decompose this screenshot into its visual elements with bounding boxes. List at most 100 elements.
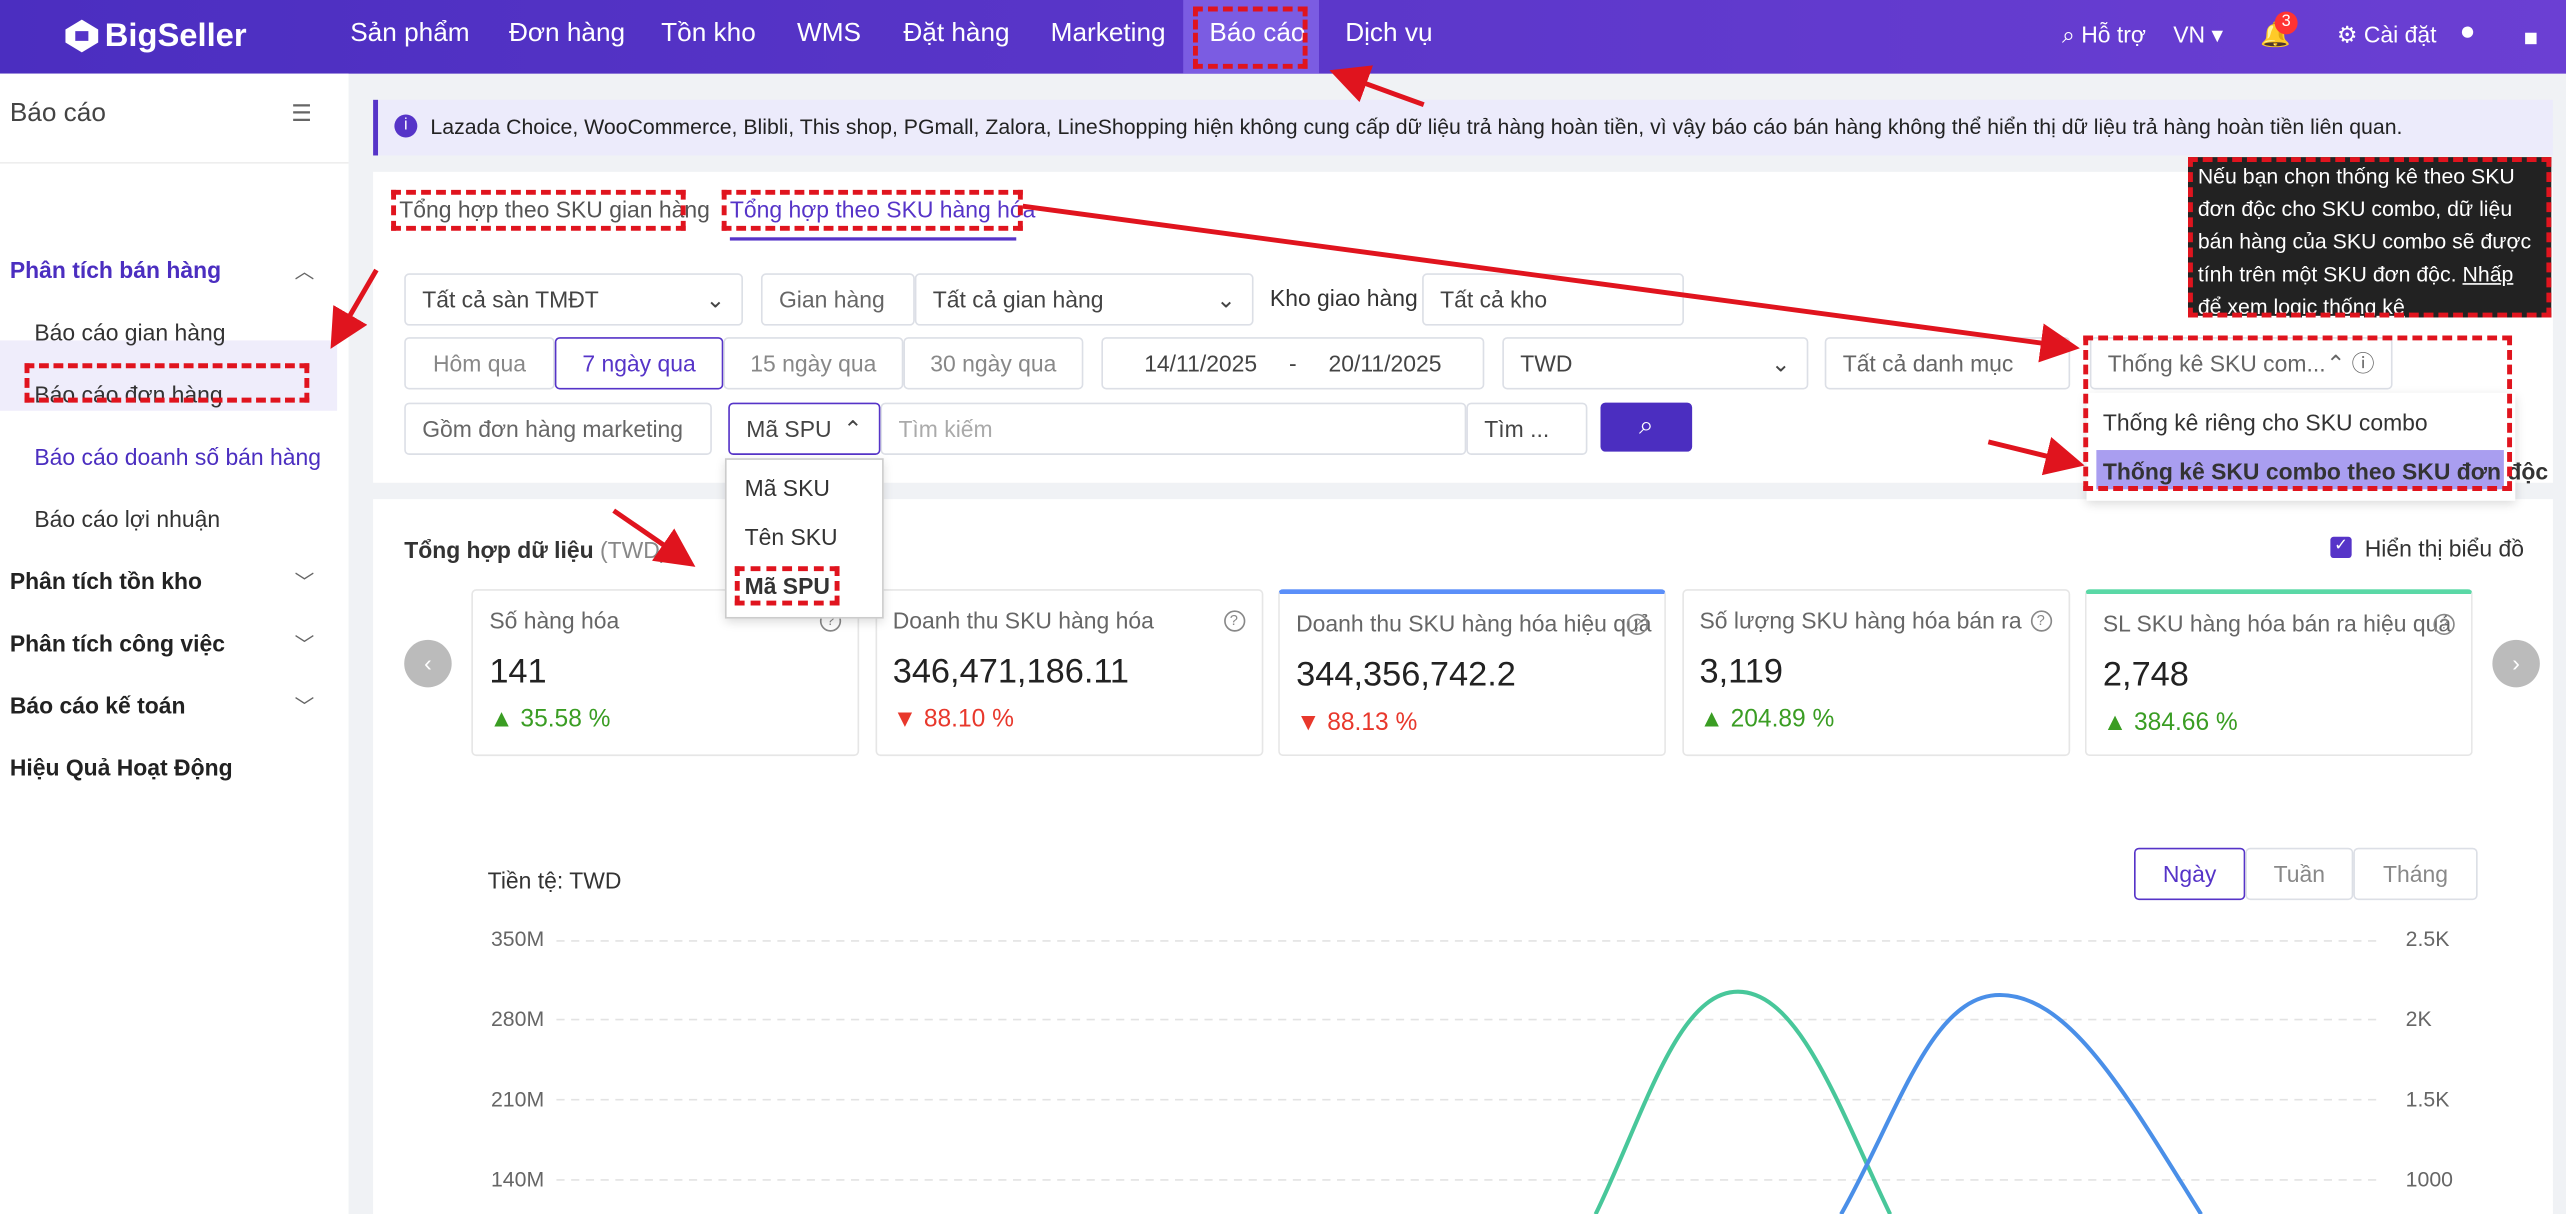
nav-item[interactable]: Báo cáo xyxy=(1209,19,1306,48)
category-select[interactable]: Tất cả danh mục xyxy=(1824,337,2071,390)
marketing-select[interactable]: Gồm đơn hàng marketing xyxy=(404,402,712,455)
nav-item[interactable]: Đặt hàng xyxy=(903,19,1010,48)
menu-icon xyxy=(2525,32,2537,45)
tab[interactable]: Tổng hợp theo SKU gian hàng xyxy=(399,196,710,223)
logo-icon xyxy=(65,19,99,53)
search-input[interactable]: Tìm kiếm xyxy=(880,402,1467,455)
code-option[interactable]: Mã SPU xyxy=(744,572,830,599)
card-value: 344,356,742.2 xyxy=(1296,656,1516,694)
sidebar-group[interactable]: Phân tích công việc xyxy=(9,630,225,657)
change-value: 384.66 % xyxy=(2134,708,2238,737)
support[interactable]: ⌕ Hỗ trợ xyxy=(2061,21,2146,48)
sidebar-group[interactable]: Phân tích bán hàng xyxy=(9,256,222,284)
nav-item[interactable]: Tồn kho xyxy=(661,19,756,48)
change-value: 35.58 % xyxy=(520,705,611,734)
date-range[interactable]: 14/11/2025 - 20/11/2025 xyxy=(1101,337,1485,390)
nav-item[interactable]: Marketing xyxy=(1050,19,1166,48)
nav-item[interactable]: Dịch vụ xyxy=(1345,19,1433,48)
notice-text: Lazada Choice, WooCommerce, Blibli, This… xyxy=(430,114,2403,140)
card-value: 346,471,186.11 xyxy=(892,652,1130,691)
card-value: 2,748 xyxy=(2102,656,2189,694)
next-button[interactable]: › xyxy=(2492,639,2540,688)
date-from: 14/11/2025 xyxy=(1144,350,1258,377)
sidebar-group[interactable]: Hiệu Quả Hoạt Động xyxy=(9,754,233,781)
y-right-tick: 1000 xyxy=(2405,1166,2453,1192)
code-option[interactable]: Mã SKU xyxy=(744,474,830,501)
card-change: ▼ 88.10 % xyxy=(892,705,1014,734)
sidebar-item[interactable]: Báo cáo doanh số bán hàng xyxy=(34,443,322,470)
collapse-icon[interactable]: ☰ xyxy=(291,99,312,127)
y-left-tick: 350M xyxy=(490,926,545,951)
prev-button[interactable]: ‹ xyxy=(404,639,452,688)
nav-item[interactable]: WMS xyxy=(796,19,861,48)
sidebar-item[interactable]: Báo cáo đơn hàng xyxy=(34,381,223,408)
period-button[interactable]: Hôm qua xyxy=(404,337,555,390)
period-button[interactable]: 7 ngày qua xyxy=(554,337,724,390)
help-icon: ? xyxy=(2030,610,2052,632)
lang-label: VN xyxy=(2173,21,2206,48)
card-change: ▲ 204.89 % xyxy=(1699,705,1835,734)
nav-item[interactable]: Sản phẩm xyxy=(350,19,470,48)
summary-card: SL SKU hàng hóa bán ra hiệu quả 2,748 ▲ 38… xyxy=(2084,589,2473,757)
period-button[interactable]: 15 ngày qua xyxy=(723,337,904,390)
help-icon: ? xyxy=(1223,610,1245,632)
card-change: ▲ 35.58 % xyxy=(489,705,611,734)
marketing-value: Gồm đơn hàng marketing xyxy=(422,415,684,442)
combo-option[interactable]: Thống kê riêng cho SKU combo xyxy=(2102,409,2428,436)
code-option[interactable]: Tên SKU xyxy=(744,523,838,550)
combo-option-selected[interactable]: Thống kê SKU combo theo SKU đơn độc xyxy=(2102,458,2549,485)
combo-value: Thống kê SKU com... xyxy=(2107,350,2326,377)
platform-select[interactable]: Tất cả sàn TMĐT ⌄ xyxy=(404,273,743,326)
period-tab[interactable]: Ngày xyxy=(2133,847,2246,901)
chart-currency: Tiền tệ: TWD xyxy=(488,867,622,893)
currency-select[interactable]: TWD ⌄ xyxy=(1502,337,1809,390)
user-icon[interactable]: ● xyxy=(2459,18,2476,46)
card-label: Số hàng hóa xyxy=(489,607,620,634)
notice-bar: i Lazada Choice, WooCommerce, Blibli, Th… xyxy=(373,99,2553,156)
sidebar-group[interactable]: Phân tích tồn kho xyxy=(9,567,203,595)
chevron: ﹀ xyxy=(294,633,315,657)
badge: 3 xyxy=(2274,11,2298,35)
show-chart-label: Hiển thị biểu đồ xyxy=(2364,535,2524,562)
warehouse-label: Kho giao hàng xyxy=(1269,284,1418,311)
tab-underline xyxy=(729,237,1017,241)
sidebar-item[interactable]: Báo cáo lợi nhuận xyxy=(34,505,221,532)
card-change: ▲ 384.66 % xyxy=(2102,708,2238,737)
period-tab[interactable]: Tuần xyxy=(2245,847,2354,901)
help-icon: ? xyxy=(1626,613,1648,635)
code-value: Mã SPU xyxy=(746,415,832,442)
shop-select[interactable]: Tất cả gian hàng ⌄ xyxy=(914,273,1254,326)
settings[interactable]: ⚙ Cài đặt xyxy=(2336,21,2437,48)
search-button[interactable]: ⌕ xyxy=(1600,402,1693,452)
date-sep: - xyxy=(1288,350,1297,377)
card-label: SL SKU hàng hóa bán ra hiệu quả xyxy=(2102,610,2452,637)
currency-label: Tiền tệ: xyxy=(487,867,564,894)
code-select[interactable]: Mã SPU ⌃ xyxy=(728,402,881,455)
period-tab[interactable]: Tháng xyxy=(2353,847,2478,901)
change-value: 204.89 % xyxy=(1730,705,1835,734)
combo-option-highlight xyxy=(2096,450,2504,490)
card-label: Doanh thu SKU hàng hóa hiệu quả xyxy=(1296,610,1652,637)
warehouse-select[interactable]: Tất cả kho xyxy=(1422,273,1684,326)
sidebar-group[interactable]: Báo cáo kế toán xyxy=(9,692,186,719)
checkbox[interactable]: ✓ xyxy=(2330,536,2352,559)
search-placeholder: Tìm kiếm xyxy=(898,415,993,442)
nav-item[interactable]: Đơn hàng xyxy=(508,19,626,48)
lang[interactable]: VN ▾ xyxy=(2173,21,2223,48)
sidebar-item[interactable]: Báo cáo gian hàng xyxy=(34,319,226,346)
tab-active[interactable]: Tổng hợp theo SKU hàng hóa xyxy=(729,196,1036,223)
summary-title-text: Tổng hợp dữ liệu xyxy=(404,536,594,563)
y-right-tick: 2.5K xyxy=(2405,926,2450,951)
card-value: 3,119 xyxy=(1699,652,1783,691)
code-dropdown xyxy=(724,458,884,619)
y-right-tick: 2K xyxy=(2405,1006,2432,1031)
search-mode[interactable]: Tìm ... xyxy=(1466,402,1588,455)
platform-value: Tất cả sàn TMĐT xyxy=(422,286,599,313)
chevron: ﹀ xyxy=(294,695,315,719)
chevron: ﹀ xyxy=(294,571,315,595)
period-button[interactable]: 30 ngày qua xyxy=(903,337,1084,390)
